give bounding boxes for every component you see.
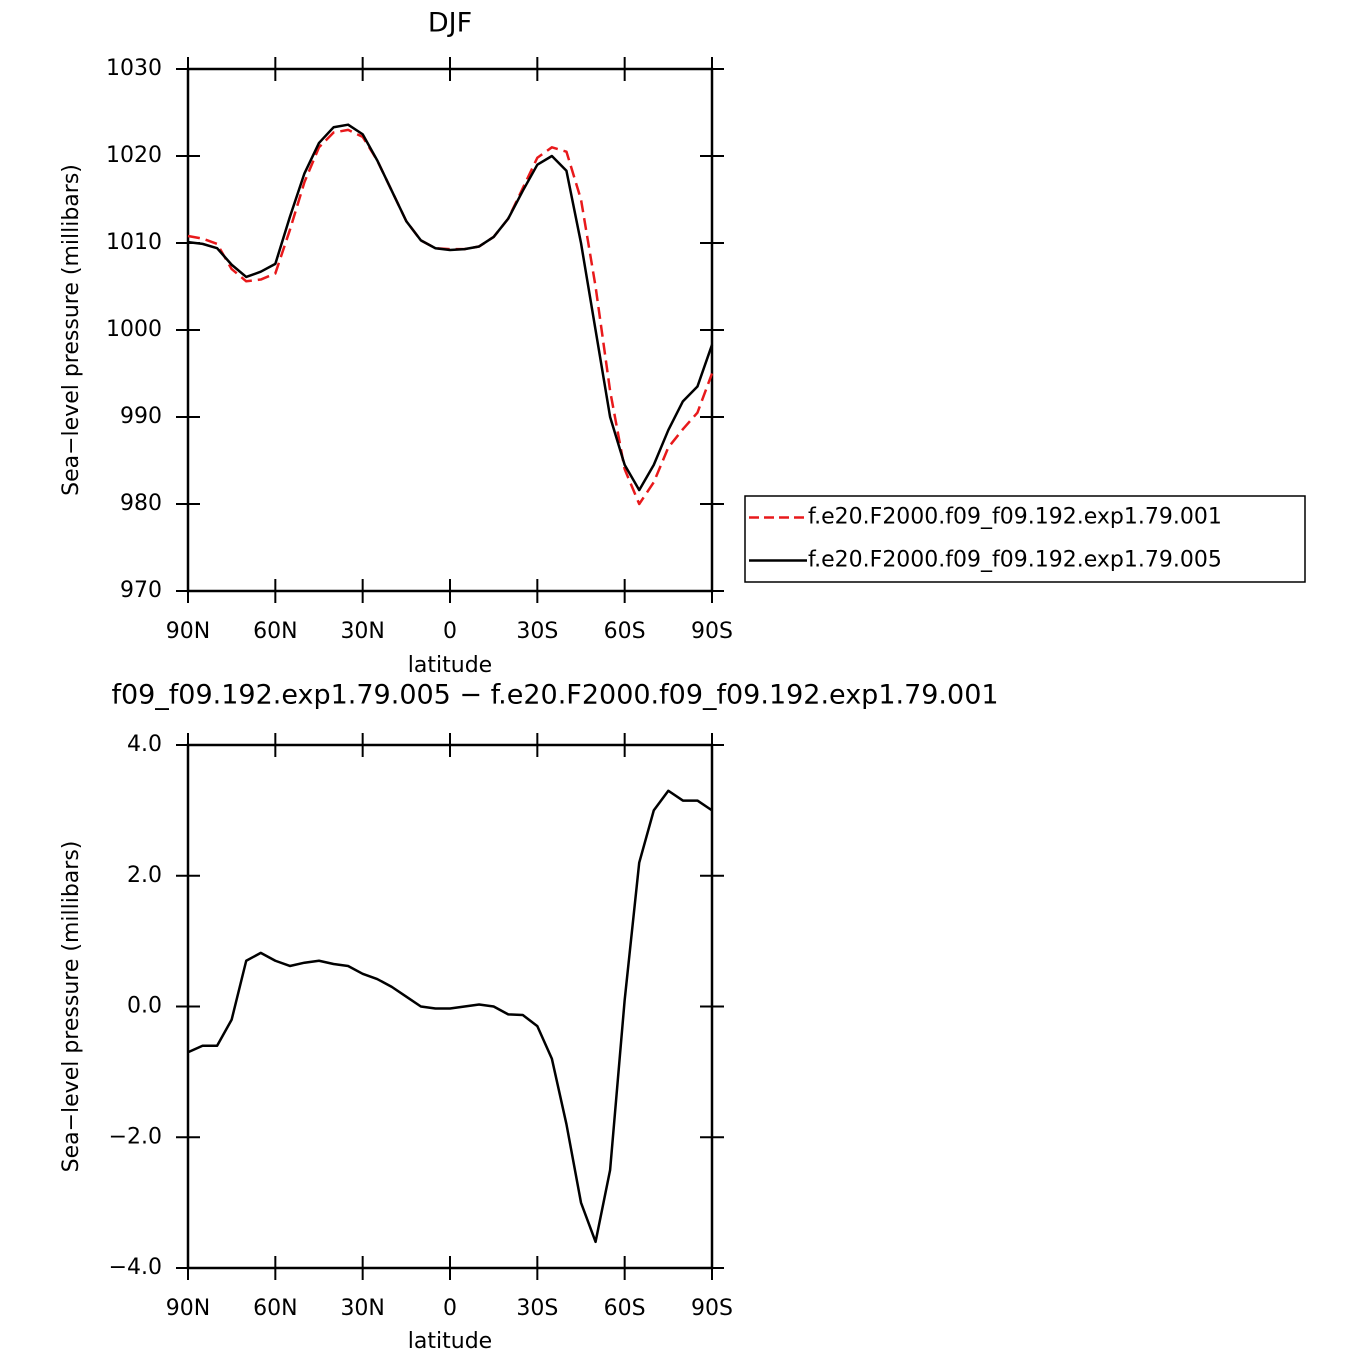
chart-title: DJF: [428, 8, 472, 39]
data-line: [187, 123, 714, 492]
x-tick-label: 30N: [340, 619, 384, 644]
data-line: [187, 128, 714, 506]
data-line: [187, 789, 713, 1244]
x-tick-label: 90S: [691, 1296, 733, 1321]
legend-box: [744, 495, 1306, 583]
x-tick-label: 0: [443, 619, 457, 644]
y-tick-label: −2.0: [109, 1124, 162, 1149]
x-axis-label: latitude: [408, 1329, 492, 1354]
x-tick-label: 90S: [691, 619, 733, 644]
legend-label: f.e20.F2000.f09_f09.192.exp1.79.005: [808, 548, 1222, 573]
y-tick-label: 1030: [106, 56, 162, 81]
x-tick-label: 60S: [604, 1296, 646, 1321]
y-tick-label: 2.0: [127, 863, 162, 888]
y-tick-label: 1010: [106, 230, 162, 255]
x-tick-label: 90N: [166, 1296, 210, 1321]
x-axis-label: latitude: [408, 653, 492, 678]
x-tick-label: 30N: [340, 1296, 384, 1321]
x-tick-label: 30S: [516, 1296, 558, 1321]
y-tick-label: 4.0: [127, 732, 162, 757]
plot-frame: [186, 67, 714, 593]
x-tick-label: 0: [443, 1296, 457, 1321]
legend-label: f.e20.F2000.f09_f09.192.exp1.79.001: [808, 505, 1222, 530]
chart-title: f09_f09.192.exp1.79.005 − f.e20.F2000.f0…: [111, 680, 998, 711]
y-tick-label: −4.0: [109, 1255, 162, 1280]
y-tick-label: 1020: [106, 143, 162, 168]
x-tick-label: 60N: [253, 619, 297, 644]
plot-frame: [186, 743, 714, 1270]
y-axis-label: Sea−level pressure (millibars): [59, 164, 84, 496]
x-tick-label: 90N: [166, 619, 210, 644]
y-tick-label: 990: [120, 404, 162, 429]
y-tick-label: 0.0: [127, 994, 162, 1019]
x-tick-label: 60N: [253, 1296, 297, 1321]
y-tick-label: 980: [120, 491, 162, 516]
y-axis-label: Sea−level pressure (millibars): [59, 841, 84, 1173]
x-tick-label: 60S: [604, 619, 646, 644]
x-tick-label: 30S: [516, 619, 558, 644]
y-tick-label: 1000: [106, 317, 162, 342]
y-tick-label: 970: [120, 578, 162, 603]
